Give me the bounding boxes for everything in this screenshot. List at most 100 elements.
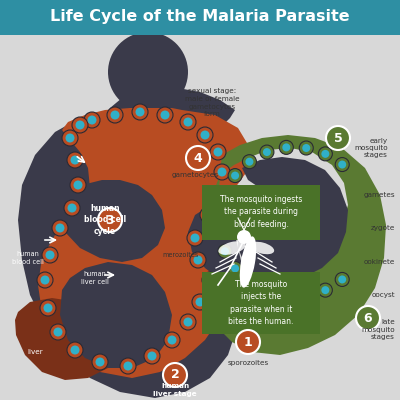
Text: 5: 5 <box>334 132 342 144</box>
Circle shape <box>214 190 222 200</box>
Text: The mosquito
injects the
parasite when it
bites the human.: The mosquito injects the parasite when i… <box>228 280 294 326</box>
Text: human
blood cell
cycle: human blood cell cycle <box>84 204 126 236</box>
Circle shape <box>302 144 310 152</box>
Polygon shape <box>15 298 118 380</box>
Circle shape <box>338 276 346 284</box>
Circle shape <box>326 126 350 150</box>
Circle shape <box>67 342 83 358</box>
Text: oocyst: oocyst <box>371 292 395 298</box>
Circle shape <box>299 141 313 155</box>
Polygon shape <box>52 162 165 262</box>
Circle shape <box>136 108 144 116</box>
Polygon shape <box>215 135 386 355</box>
Circle shape <box>210 187 226 203</box>
Circle shape <box>302 292 310 300</box>
Polygon shape <box>60 262 172 368</box>
Bar <box>202 272 320 334</box>
Circle shape <box>210 144 226 160</box>
Circle shape <box>120 358 136 374</box>
Circle shape <box>204 210 212 220</box>
Circle shape <box>56 224 64 232</box>
Circle shape <box>218 244 232 258</box>
Circle shape <box>216 228 224 236</box>
Circle shape <box>282 143 290 151</box>
Circle shape <box>242 155 256 169</box>
Text: 6: 6 <box>364 312 372 324</box>
Circle shape <box>218 186 232 200</box>
Circle shape <box>180 114 196 130</box>
Circle shape <box>72 117 88 133</box>
Circle shape <box>110 110 120 120</box>
Circle shape <box>218 168 226 176</box>
Circle shape <box>74 180 82 190</box>
Circle shape <box>190 234 200 242</box>
Circle shape <box>168 336 176 344</box>
Circle shape <box>231 172 239 180</box>
Circle shape <box>64 200 80 216</box>
Circle shape <box>184 118 192 126</box>
Text: 1: 1 <box>244 336 252 348</box>
Circle shape <box>124 362 132 370</box>
Circle shape <box>216 208 224 216</box>
Circle shape <box>213 225 227 239</box>
Circle shape <box>356 306 380 330</box>
Text: zygote: zygote <box>371 225 395 231</box>
Circle shape <box>96 358 104 366</box>
Circle shape <box>206 276 214 284</box>
Text: sexual stage:
male or female
gametocytes
form: sexual stage: male or female gametocytes… <box>185 88 239 117</box>
Circle shape <box>76 120 84 130</box>
Circle shape <box>214 164 230 180</box>
Text: 4: 4 <box>194 152 202 164</box>
Text: early
mosquito
stages: early mosquito stages <box>354 138 388 158</box>
Circle shape <box>246 278 254 286</box>
Circle shape <box>263 148 271 156</box>
Circle shape <box>200 207 216 223</box>
Text: gametes: gametes <box>363 192 395 198</box>
Circle shape <box>260 145 274 159</box>
Text: late
mosquito
stages: late mosquito stages <box>361 320 395 340</box>
Circle shape <box>40 276 50 284</box>
Circle shape <box>40 300 56 316</box>
Circle shape <box>200 130 210 140</box>
Circle shape <box>164 332 180 348</box>
Text: Life Cycle of the Malaria Parasite: Life Cycle of the Malaria Parasite <box>50 10 350 24</box>
Polygon shape <box>238 157 348 282</box>
Circle shape <box>62 130 78 146</box>
Circle shape <box>236 330 260 354</box>
Circle shape <box>321 150 329 158</box>
Circle shape <box>318 283 332 297</box>
Circle shape <box>221 247 229 255</box>
Circle shape <box>70 156 80 164</box>
Circle shape <box>107 107 123 123</box>
Polygon shape <box>18 88 242 398</box>
Circle shape <box>187 230 203 246</box>
Text: human
blood cell: human blood cell <box>12 251 44 265</box>
Circle shape <box>92 354 108 370</box>
Circle shape <box>68 204 76 212</box>
Circle shape <box>184 318 192 326</box>
Text: ookinete: ookinete <box>364 259 395 265</box>
Circle shape <box>132 104 148 120</box>
Circle shape <box>186 146 210 170</box>
Circle shape <box>194 256 202 264</box>
Circle shape <box>70 177 86 193</box>
Ellipse shape <box>250 242 274 254</box>
Circle shape <box>282 293 290 301</box>
Circle shape <box>163 363 187 387</box>
Circle shape <box>190 252 206 268</box>
Bar <box>202 185 320 240</box>
Circle shape <box>221 189 229 197</box>
Bar <box>0 0 400 35</box>
Circle shape <box>202 272 218 288</box>
Circle shape <box>88 116 96 124</box>
Circle shape <box>237 230 251 244</box>
Circle shape <box>70 346 80 354</box>
Text: human
liver cell: human liver cell <box>81 271 109 285</box>
Circle shape <box>263 288 271 296</box>
Circle shape <box>148 352 156 360</box>
Circle shape <box>279 290 293 304</box>
Circle shape <box>279 140 293 154</box>
Text: liver: liver <box>27 349 43 355</box>
Text: human
liver stage: human liver stage <box>153 383 197 397</box>
Circle shape <box>214 148 222 156</box>
